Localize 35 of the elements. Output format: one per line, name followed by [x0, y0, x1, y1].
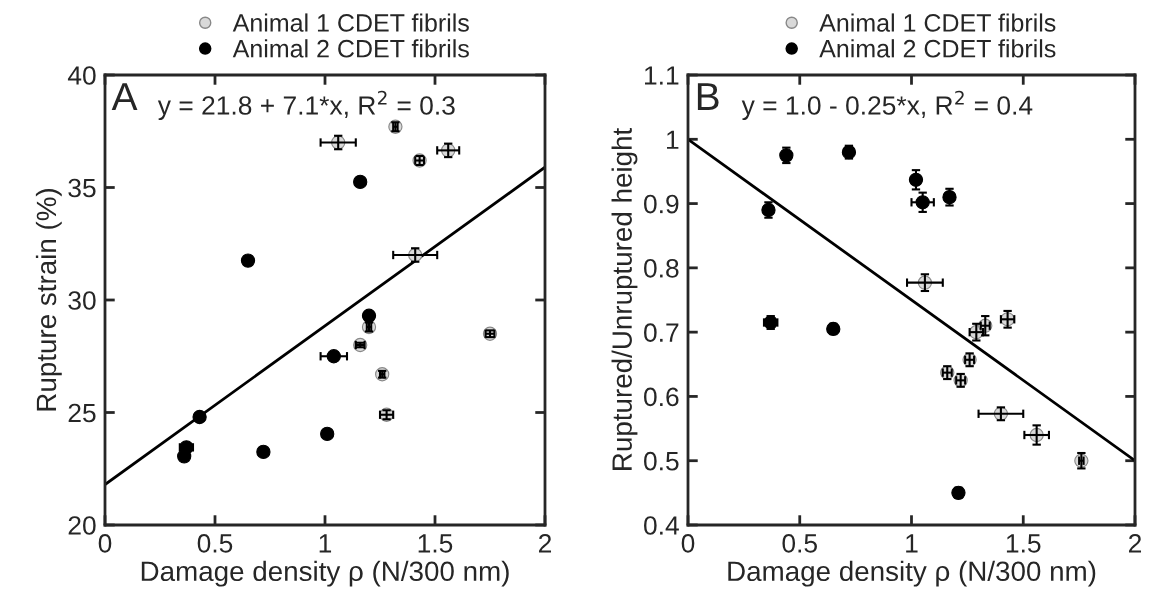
y-tick-label: 35: [68, 178, 96, 198]
annotation: A: [111, 83, 138, 110]
y-tick-label: 20: [68, 516, 96, 535]
y-tick-label: 0.8: [644, 258, 679, 278]
annotation: y = 21.8 + 7.1*x, R$^{2}$ = 0.3: [157, 90, 455, 121]
x-tick-label: 0.5: [782, 534, 817, 553]
y-tick-label: 0.9: [644, 194, 679, 214]
y-tick-label: 30: [68, 291, 96, 310]
annotation: B: [697, 83, 719, 110]
y-tick-label: 1: [667, 130, 679, 149]
x-tick-label: 1.5: [1006, 534, 1041, 553]
y-tick-label: 25: [68, 403, 96, 423]
x-tick-label: 0.5: [197, 534, 233, 553]
y-tick-label: 0.5: [644, 451, 679, 471]
y-tick-label: 0.4: [644, 516, 679, 535]
x-axis-title: Damage density ρ (N/300 nm): [728, 560, 1096, 587]
x-axis-title: Damage density ρ (N/300 nm): [141, 560, 509, 587]
x-tick-label: 0: [681, 534, 695, 553]
y-axis-title: Rupture strain (%): [35, 189, 62, 411]
x-tick-label: 1.5: [418, 534, 453, 553]
legend-label: Animal 1 CDET fibrils: [232, 13, 469, 32]
x-tick-label: 2: [538, 534, 552, 553]
x-tick-label: 0: [98, 534, 112, 553]
x-tick-label: 1: [319, 534, 332, 553]
x-tick-label: 2: [1128, 534, 1142, 553]
annotation: y = 1.0 - 0.25*x, R$^{2}$ = 0.4: [741, 90, 1033, 121]
y-tick-label: 0.6: [644, 387, 679, 407]
y-tick-label: 1.1: [645, 66, 679, 85]
legend-label: Animal 1 CDET fibrils: [819, 13, 1056, 32]
y-tick-label: 0.7: [644, 323, 679, 342]
x-tick-label: 1: [906, 534, 918, 553]
y-tick-label: 40: [67, 66, 96, 85]
y-axis-title: Ruptured/Unruptured height: [611, 128, 638, 470]
legend-label: Animal 2 CDET fibrils: [819, 39, 1056, 58]
legend-label: Animal 2 CDET fibrils: [232, 39, 469, 58]
